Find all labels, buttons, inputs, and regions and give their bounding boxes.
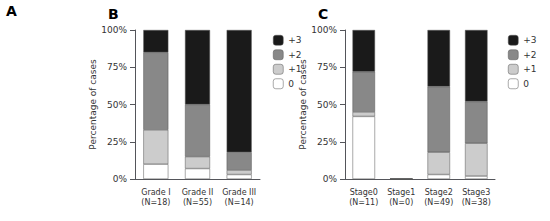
svg-text:Stage0: Stage0 bbox=[350, 188, 378, 197]
svg-text:Stage3: Stage3 bbox=[462, 188, 490, 197]
svg-text:(N=0): (N=0) bbox=[389, 198, 413, 207]
svg-text:Percentage of cases: Percentage of cases bbox=[297, 59, 308, 150]
svg-text:50%: 50% bbox=[317, 100, 337, 110]
svg-text:+3: +3 bbox=[288, 35, 301, 45]
svg-text:+2: +2 bbox=[523, 50, 536, 60]
svg-text:100%: 100% bbox=[311, 25, 337, 35]
svg-text:(N=38): (N=38) bbox=[462, 198, 491, 207]
svg-text:75%: 75% bbox=[317, 62, 337, 72]
svg-text:25%: 25% bbox=[107, 137, 127, 147]
svg-text:0: 0 bbox=[523, 79, 529, 89]
svg-text:B: B bbox=[108, 6, 119, 22]
svg-text:75%: 75% bbox=[107, 62, 127, 72]
svg-text:(N=55): (N=55) bbox=[183, 198, 212, 207]
svg-text:Percentage of cases: Percentage of cases bbox=[88, 59, 98, 150]
svg-text:(N=11): (N=11) bbox=[349, 198, 378, 207]
svg-text:50%: 50% bbox=[107, 100, 127, 110]
svg-text:Grade II: Grade II bbox=[182, 188, 214, 197]
svg-text:Stage1: Stage1 bbox=[387, 188, 415, 197]
svg-text:Grade III: Grade III bbox=[222, 188, 256, 197]
svg-text:0%: 0% bbox=[113, 174, 128, 184]
svg-text:+3: +3 bbox=[523, 35, 536, 45]
svg-text:C: C bbox=[318, 6, 328, 22]
svg-text:(N=18): (N=18) bbox=[141, 198, 170, 207]
svg-text:0: 0 bbox=[288, 79, 294, 89]
svg-text:Stage2: Stage2 bbox=[425, 188, 453, 197]
svg-text:100%: 100% bbox=[101, 25, 127, 35]
svg-text:+1: +1 bbox=[523, 64, 536, 74]
svg-text:Grade I: Grade I bbox=[141, 188, 170, 197]
svg-text:+1: +1 bbox=[288, 64, 301, 74]
svg-text:A: A bbox=[6, 3, 17, 19]
svg-text:(N=14): (N=14) bbox=[225, 198, 254, 207]
svg-text:(N=49): (N=49) bbox=[424, 198, 453, 207]
svg-text:0%: 0% bbox=[323, 174, 338, 184]
svg-text:+2: +2 bbox=[288, 50, 301, 60]
svg-text:25%: 25% bbox=[317, 137, 337, 147]
